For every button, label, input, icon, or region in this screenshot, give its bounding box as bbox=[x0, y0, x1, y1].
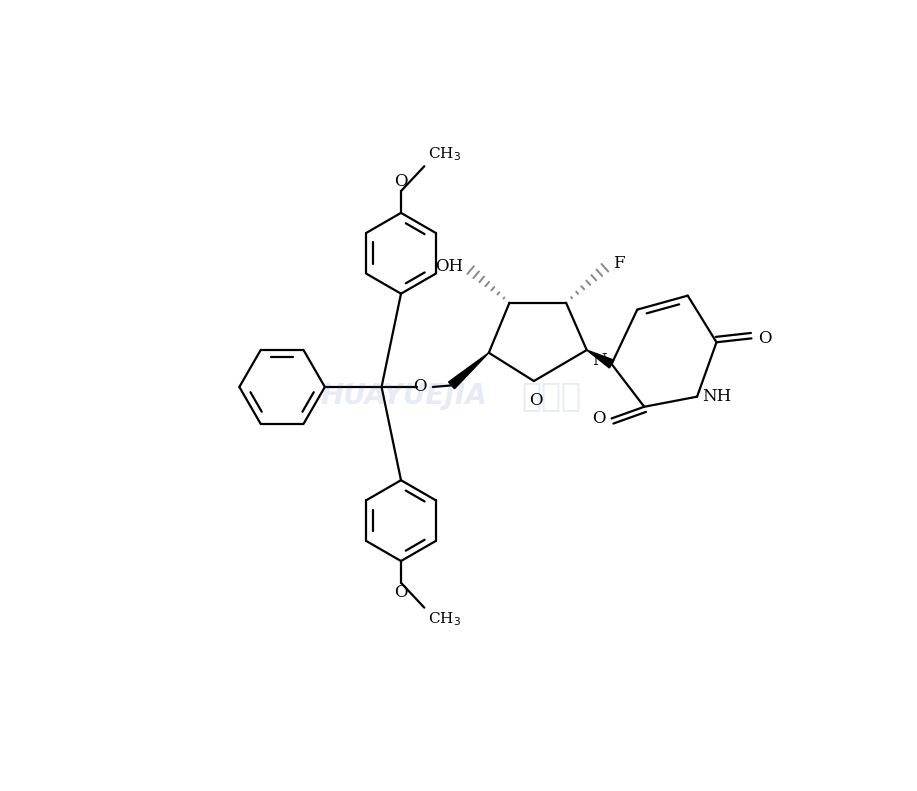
Text: 化学加: 化学加 bbox=[522, 379, 581, 412]
Text: CH$_3$: CH$_3$ bbox=[428, 146, 461, 163]
Polygon shape bbox=[448, 353, 489, 389]
Text: O: O bbox=[757, 330, 771, 347]
Text: O: O bbox=[394, 585, 408, 601]
Text: O: O bbox=[414, 378, 426, 396]
Text: OH: OH bbox=[435, 258, 463, 274]
Text: O: O bbox=[394, 172, 408, 190]
Text: CH$_3$: CH$_3$ bbox=[428, 611, 461, 629]
Text: NH: NH bbox=[702, 388, 731, 405]
Polygon shape bbox=[587, 350, 613, 368]
Text: N: N bbox=[592, 353, 607, 369]
Text: HUAYUEJIA: HUAYUEJIA bbox=[321, 381, 488, 410]
Text: O: O bbox=[591, 410, 605, 427]
Text: F: F bbox=[613, 255, 624, 272]
Text: O: O bbox=[529, 392, 542, 409]
